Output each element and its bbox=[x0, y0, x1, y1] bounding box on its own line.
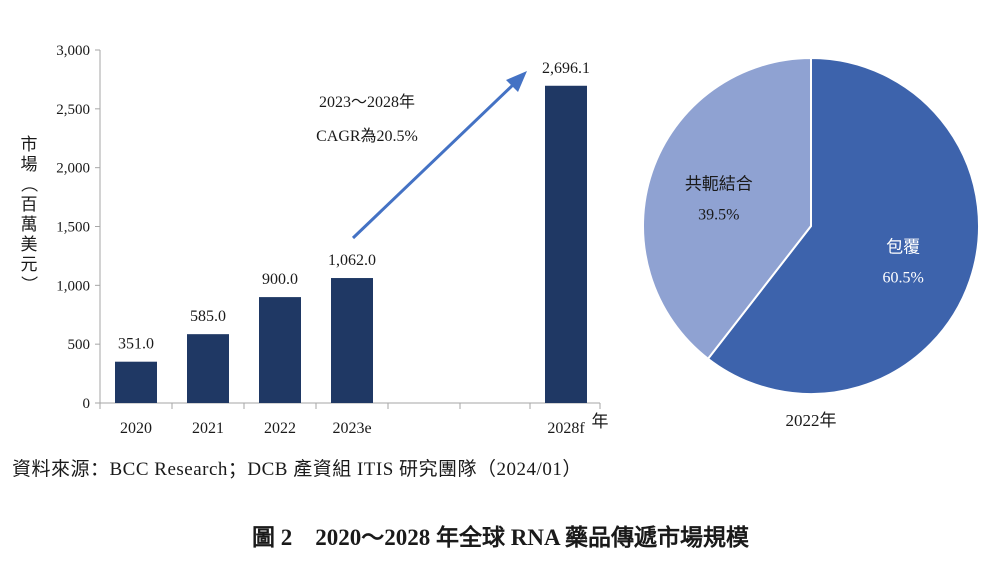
y-axis-title-char: 美 bbox=[21, 235, 38, 254]
bar-2020 bbox=[115, 361, 157, 403]
x-tick-label: 2021 bbox=[192, 420, 224, 437]
x-tick-label: 2020 bbox=[120, 420, 152, 437]
x-tick-label: 2022 bbox=[264, 420, 296, 437]
x-axis-unit: 年 bbox=[592, 412, 609, 431]
y-tick-label: 1,500 bbox=[56, 220, 90, 236]
pie-year-label: 2022年 bbox=[786, 411, 837, 430]
source-note: 資料來源：BCC Research；DCB 產資組 ITIS 研究團隊（2024… bbox=[12, 459, 582, 480]
y-axis-title-char: 場 bbox=[21, 155, 38, 174]
y-tick-label: 500 bbox=[68, 337, 91, 353]
cagr-period: 2023～2028年 bbox=[319, 93, 415, 111]
pie-value-label: 60.5% bbox=[883, 270, 924, 287]
y-axis-title-char: 元 bbox=[21, 255, 38, 274]
y-tick-label: 0 bbox=[83, 396, 91, 412]
y-axis-title-char: 市 bbox=[21, 135, 38, 154]
bar-2023e bbox=[331, 278, 373, 403]
y-axis-title-char: 百 bbox=[21, 195, 38, 214]
y-axis-title-char: （ bbox=[19, 176, 38, 193]
pie-value-label: 39.5% bbox=[698, 206, 739, 223]
bar-value-label: 585.0 bbox=[190, 308, 226, 325]
cagr-arrow-head bbox=[506, 71, 527, 92]
pie-slice-conjugation bbox=[642, 56, 812, 361]
bar-2028f bbox=[545, 85, 587, 403]
pie-slice-coating bbox=[706, 56, 980, 395]
pie-label: 共軛結合 bbox=[685, 174, 753, 193]
cagr-value: CAGR為20.5% bbox=[316, 127, 418, 145]
bar-value-label: 2,696.1 bbox=[542, 60, 590, 77]
pie-label: 包覆 bbox=[886, 238, 920, 257]
y-axis-title-char: 萬 bbox=[21, 215, 38, 234]
bar-2021 bbox=[187, 334, 229, 403]
y-axis-title-char: ） bbox=[19, 276, 38, 293]
bar-value-label: 1,062.0 bbox=[328, 252, 376, 269]
x-tick-label: 2023e bbox=[332, 420, 371, 437]
bar-value-label: 351.0 bbox=[118, 336, 154, 353]
figure-caption: 圖 2 2020～2028 年全球 RNA 藥品傳遞市場規模 bbox=[251, 525, 750, 550]
bar-value-label: 900.0 bbox=[262, 271, 298, 288]
y-tick-label: 2,000 bbox=[56, 161, 90, 177]
y-tick-label: 2,500 bbox=[56, 102, 90, 118]
y-tick-label: 3,000 bbox=[56, 43, 90, 59]
x-tick-label: 2028f bbox=[547, 420, 585, 437]
bar-2022 bbox=[259, 297, 301, 403]
pie-chart: 包覆 60.5% 共軛結合 39.5% 2022年 bbox=[642, 56, 980, 430]
cagr-arrow-line bbox=[351, 80, 518, 240]
y-tick-label: 1,000 bbox=[56, 278, 90, 294]
